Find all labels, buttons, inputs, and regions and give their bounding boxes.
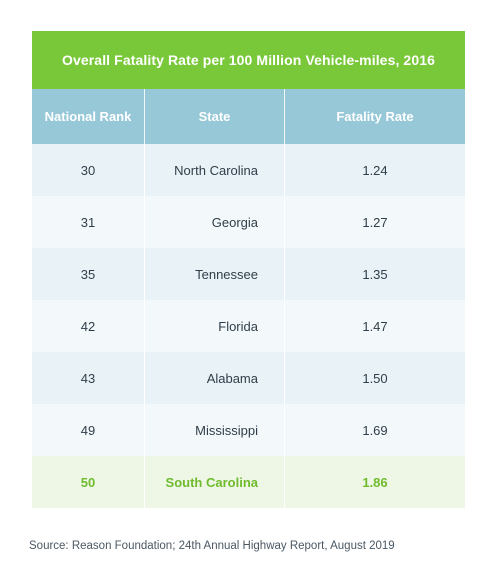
rank-cell: 50 xyxy=(32,456,145,508)
table-header-row: National Rank State Fatality Rate xyxy=(32,89,465,144)
table-row: 50 South Carolina 1.86 xyxy=(32,456,465,508)
state-cell: Mississippi xyxy=(145,404,285,456)
rate-cell: 1.86 xyxy=(362,474,388,490)
table-row: 35 Tennessee 1.35 xyxy=(32,248,465,300)
state-cell: Tennessee xyxy=(145,248,285,300)
rank-cell: 30 xyxy=(32,144,145,196)
table-row: 31 Georgia 1.27 xyxy=(32,196,465,248)
state-cell: South Carolina xyxy=(145,456,285,508)
rate-cell: 1.27 xyxy=(362,214,388,230)
table-body: 30 North Carolina 1.24 31 Georgia 1.27 35 Tenne… xyxy=(32,144,465,508)
table-title: Overall Fatality Rate per 100 Million Ve… xyxy=(32,31,465,89)
rank-cell: 49 xyxy=(32,404,145,456)
table-row: 43 Alabama 1.50 xyxy=(32,352,465,404)
header-national-rank: National Rank xyxy=(32,89,145,144)
table-row: 30 North Carolina 1.24 xyxy=(32,144,465,196)
rate-cell: 1.47 xyxy=(362,318,388,334)
rate-cell: 1.50 xyxy=(362,370,388,386)
source-note: Source: Reason Foundation; 24th Annual H… xyxy=(29,540,395,552)
state-cell: North Carolina xyxy=(145,144,285,196)
rank-cell: 43 xyxy=(32,352,145,404)
state-cell: Florida xyxy=(145,300,285,352)
state-cell: Georgia xyxy=(145,196,285,248)
table-row: 42 Florida 1.47 xyxy=(32,300,465,352)
rank-cell: 35 xyxy=(32,248,145,300)
fatality-rate-table: Overall Fatality Rate per 100 Million Ve… xyxy=(32,31,465,508)
rate-cell: 1.35 xyxy=(362,266,388,282)
header-fatality-rate: Fatality Rate xyxy=(336,109,414,124)
rank-cell: 31 xyxy=(32,196,145,248)
header-state: State xyxy=(145,89,285,144)
rank-cell: 42 xyxy=(32,300,145,352)
state-cell: Alabama xyxy=(145,352,285,404)
table-row: 49 Mississippi 1.69 xyxy=(32,404,465,456)
rate-cell: 1.24 xyxy=(362,162,388,178)
rate-cell: 1.69 xyxy=(362,422,388,438)
